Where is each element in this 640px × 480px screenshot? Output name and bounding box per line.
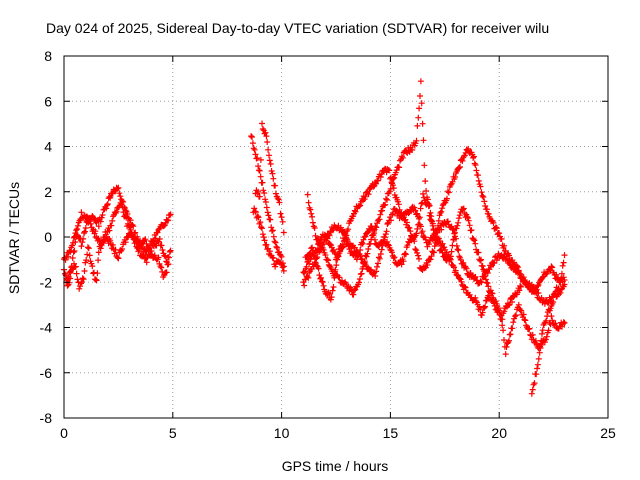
series-arc-3e (528, 252, 568, 397)
series-arc-3d (302, 190, 568, 358)
x-tick-label: 5 (169, 425, 177, 441)
series-markers (302, 190, 568, 358)
y-tick-label: 0 (44, 229, 52, 245)
y-tick-label: 2 (44, 184, 52, 200)
x-tick-label: 20 (491, 425, 507, 441)
series-arc-2c (250, 205, 287, 270)
x-tick-label: 0 (60, 425, 68, 441)
series-markers (250, 205, 287, 270)
ticks: 0 5 10 15 20 25 -8 -6 -4 -2 0 2 4 6 8 (40, 48, 616, 441)
x-tick-label: 10 (274, 425, 290, 441)
series-arc-3c (300, 145, 568, 307)
y-tick-label: -8 (40, 410, 53, 426)
y-tick-label: -6 (40, 365, 53, 381)
series-arc-2a (248, 133, 287, 274)
y-tick-label: 4 (44, 139, 52, 155)
data-points (61, 78, 568, 397)
y-tick-label: -4 (40, 320, 53, 336)
y-tick-label: -2 (40, 274, 53, 290)
series-markers (300, 145, 568, 307)
series-arc-2b (252, 120, 287, 236)
y-tick-label: 8 (44, 48, 52, 64)
series-markers (304, 78, 524, 323)
x-tick-label: 25 (600, 425, 616, 441)
x-tick-label: 15 (383, 425, 399, 441)
series-arc-3b (304, 78, 524, 323)
y-axis-label: SDTVAR / TECUs (6, 182, 22, 294)
y-tick-label: 6 (44, 93, 52, 109)
series-markers (252, 120, 287, 236)
series-markers (528, 252, 568, 397)
chart-title: Day 024 of 2025, Sidereal Day-to-day VTE… (46, 20, 549, 36)
x-axis-label: GPS time / hours (282, 458, 389, 474)
series-markers (248, 133, 287, 274)
